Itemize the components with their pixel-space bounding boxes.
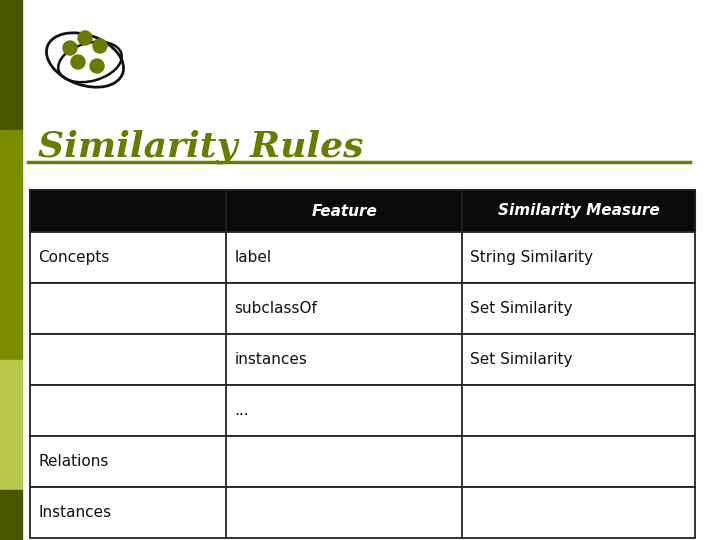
Circle shape xyxy=(78,31,92,45)
Text: Concepts: Concepts xyxy=(38,250,109,265)
Text: Similarity Rules: Similarity Rules xyxy=(38,130,364,165)
Bar xyxy=(0,490,22,540)
Bar xyxy=(30,190,695,232)
Text: subclassOf: subclassOf xyxy=(234,301,317,316)
Text: Set Similarity: Set Similarity xyxy=(470,301,572,316)
Circle shape xyxy=(90,59,104,73)
Text: instances: instances xyxy=(234,352,307,367)
Bar xyxy=(0,0,22,130)
Bar xyxy=(30,385,695,436)
Bar xyxy=(0,360,22,490)
Bar xyxy=(30,283,695,334)
Circle shape xyxy=(71,55,85,69)
Circle shape xyxy=(93,39,107,53)
Text: label: label xyxy=(234,250,271,265)
Text: Relations: Relations xyxy=(38,454,109,469)
Text: ...: ... xyxy=(234,403,249,418)
Text: Instances: Instances xyxy=(38,505,111,520)
Text: String Similarity: String Similarity xyxy=(470,250,593,265)
Text: Feature: Feature xyxy=(311,204,377,219)
Bar xyxy=(30,436,695,487)
Circle shape xyxy=(63,41,77,55)
Bar xyxy=(30,487,695,538)
Bar xyxy=(0,130,22,360)
Text: Set Similarity: Set Similarity xyxy=(470,352,572,367)
Bar xyxy=(30,232,695,283)
Bar xyxy=(30,334,695,385)
Text: Similarity Measure: Similarity Measure xyxy=(498,204,660,219)
